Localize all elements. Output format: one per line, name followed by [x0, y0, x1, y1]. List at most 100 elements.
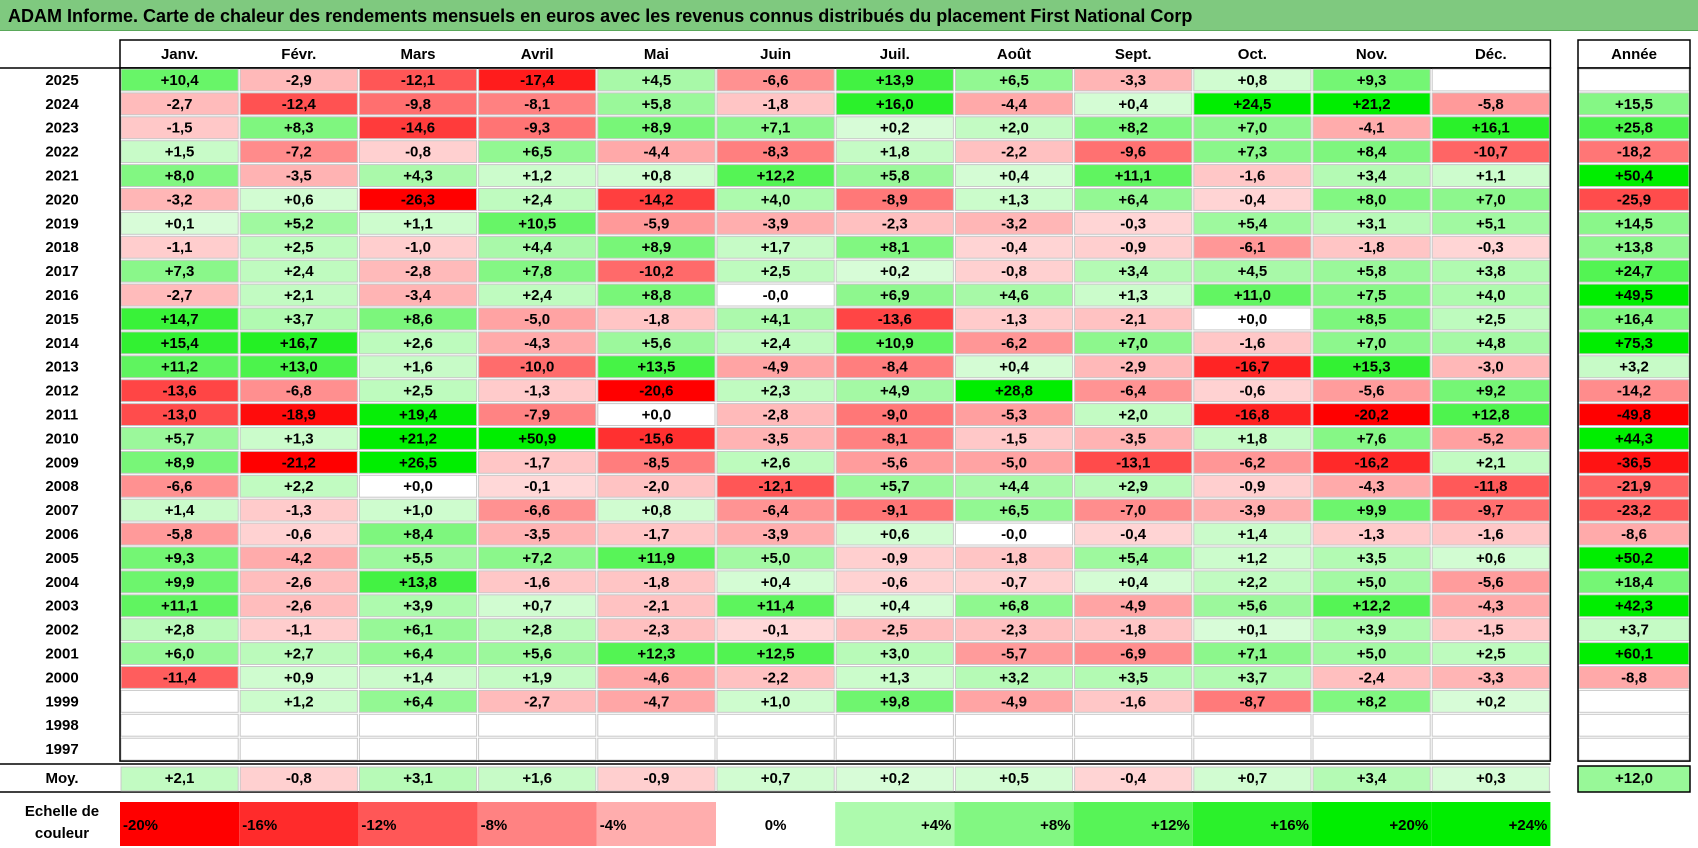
heatmap-cell — [478, 522, 597, 546]
year-label: 2010 — [45, 430, 78, 447]
heatmap-cell — [1312, 570, 1431, 594]
heatmap-cell — [1193, 331, 1312, 355]
cell-value: +9,8 — [880, 693, 910, 710]
heatmap-cell — [1193, 188, 1312, 211]
heatmap-cell — [239, 307, 358, 331]
heatmap-cell — [358, 427, 478, 450]
heatmap-cell — [1074, 307, 1193, 331]
cell-value: +1,7 — [761, 239, 791, 256]
heatmap-cell — [597, 427, 716, 450]
heatmap-cell — [1431, 642, 1550, 665]
heatmap-cell — [716, 498, 835, 522]
year-header-box — [1577, 39, 1691, 69]
heatmap-cell — [1074, 522, 1193, 546]
cell-value: +13,8 — [399, 574, 437, 591]
year-label: 2024 — [45, 96, 79, 113]
heatmap-cell — [478, 618, 597, 642]
cell-value: +0,0 — [642, 407, 672, 424]
heatmap-cell — [1312, 737, 1431, 761]
cell-value: +7,0 — [1476, 191, 1506, 208]
cell-value: -3,2 — [167, 191, 193, 208]
month-header: Mai — [644, 46, 669, 63]
heatmap-cell — [1431, 92, 1550, 116]
month-header: Mars — [400, 46, 435, 63]
annual-cell — [1578, 618, 1690, 642]
cell-value: +0,2 — [880, 120, 910, 137]
heatmap-cell — [1074, 498, 1193, 522]
cell-value: +7,0 — [1357, 335, 1387, 352]
cell-value: -16,7 — [1235, 359, 1269, 376]
cell-value: +0,8 — [642, 168, 672, 185]
heatmap-cell — [358, 259, 478, 283]
heatmap-cell — [478, 283, 597, 307]
heatmap-cell — [120, 307, 239, 331]
cell-value: +28,8 — [995, 383, 1033, 400]
heatmap-cell — [835, 283, 954, 307]
cell-value: -1,6 — [1239, 168, 1265, 185]
average-cell — [597, 766, 716, 792]
average-value: +0,7 — [1238, 770, 1268, 787]
cell-value: +2,4 — [761, 335, 791, 352]
heatmap-cell — [239, 570, 358, 594]
cell-value: +1,6 — [403, 359, 433, 376]
cell-value: -2,5 — [882, 622, 908, 639]
heatmap-cell — [597, 403, 716, 427]
cell-value: +3,9 — [403, 598, 433, 615]
cell-value: -1,3 — [286, 502, 312, 519]
average-cell — [1312, 766, 1431, 792]
heatmap-cell — [120, 713, 239, 737]
heatmap-cell — [1074, 235, 1193, 259]
heatmap-cell — [1312, 331, 1431, 355]
cell-value: -2,3 — [643, 622, 669, 639]
heatmap-cell — [358, 140, 478, 164]
heatmap-cell — [1074, 642, 1193, 665]
heatmap-cell — [1312, 68, 1431, 92]
heatmap-cell — [239, 642, 358, 665]
scale-swatch — [1073, 802, 1193, 846]
heatmap-cell — [1312, 403, 1431, 427]
cell-value: -6,4 — [763, 502, 790, 519]
cell-value: -0,1 — [763, 622, 789, 639]
cell-value: -2,4 — [1359, 669, 1386, 686]
cell-value: -4,1 — [1359, 120, 1385, 137]
cell-value: -1,6 — [1239, 335, 1265, 352]
heatmap-cell — [716, 594, 835, 618]
heatmap-cell — [954, 737, 1074, 761]
cell-value: -0,7 — [1001, 574, 1027, 591]
cell-value: +12,8 — [1472, 407, 1510, 424]
heatmap-cell — [597, 737, 716, 761]
heatmap-cell — [358, 546, 478, 570]
cell-value: +7,5 — [1357, 287, 1387, 304]
month-header: Avril — [521, 46, 554, 63]
cell-value: -1,8 — [1001, 550, 1027, 567]
average-value: -0,8 — [286, 770, 312, 787]
heatmap-cell — [716, 283, 835, 307]
scale-swatch — [1192, 802, 1312, 846]
annual-value: +24,7 — [1615, 263, 1653, 280]
cell-value: -9,1 — [882, 502, 908, 519]
heatmap-cell — [239, 594, 358, 618]
cell-value: +26,5 — [399, 454, 437, 471]
cell-value: +11,9 — [638, 550, 675, 567]
scale-swatch — [120, 802, 240, 846]
cell-value: +1,3 — [1118, 287, 1148, 304]
cell-value: -3,3 — [1120, 72, 1146, 89]
heatmap-cell — [1312, 140, 1431, 164]
cell-value: +10,9 — [876, 335, 914, 352]
heatmap-cell — [358, 355, 478, 379]
cell-value: -0,9 — [1239, 478, 1265, 495]
heatmap-cell — [954, 427, 1074, 450]
cell-value: +4,5 — [1238, 263, 1268, 280]
annual-frame — [1577, 67, 1691, 762]
cell-value: -3,9 — [763, 526, 789, 543]
cell-value: -10,2 — [639, 263, 673, 280]
cell-value: -1,0 — [405, 239, 431, 256]
heatmap-cell — [716, 570, 835, 594]
cell-value: +5,0 — [1357, 574, 1387, 591]
heatmap-cell — [954, 546, 1074, 570]
cell-value: +10,4 — [161, 72, 200, 89]
heatmap-cell — [1431, 737, 1550, 761]
heatmap-cell — [597, 68, 716, 92]
annual-cell — [1578, 522, 1690, 546]
